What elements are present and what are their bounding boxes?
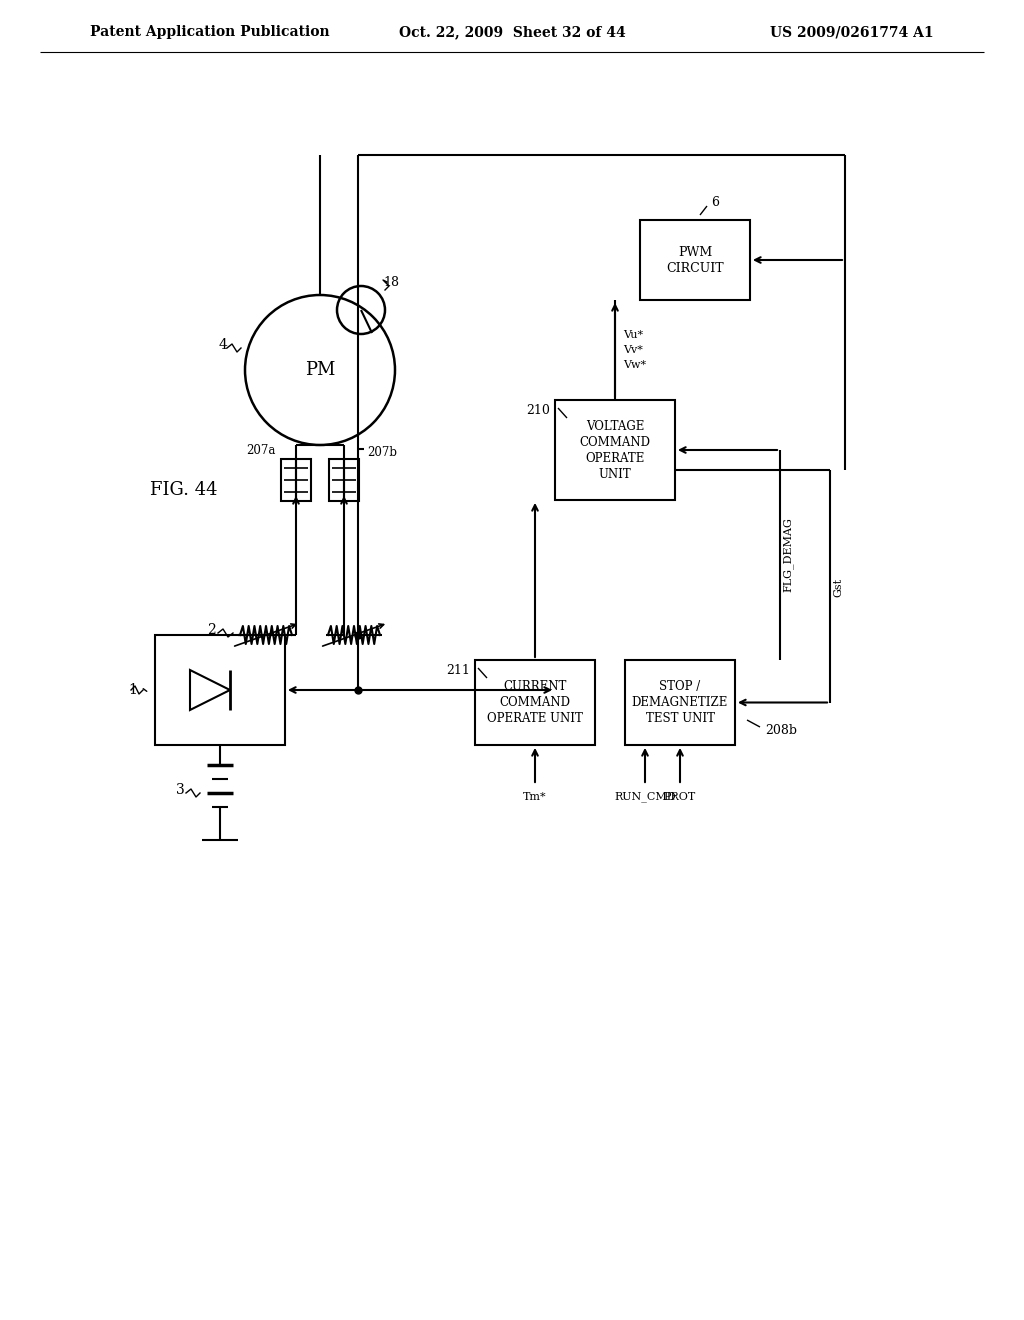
Text: PROT: PROT [664,792,696,803]
Text: RUN_CMD: RUN_CMD [614,792,676,803]
Text: 207b: 207b [367,446,397,458]
Bar [155,635,285,744]
Bar [281,459,311,502]
Bar [329,459,359,502]
Bar [625,660,735,744]
Text: CURRENT
COMMAND
OPERATE UNIT: CURRENT COMMAND OPERATE UNIT [487,680,583,725]
Text: 18: 18 [383,276,399,289]
Text: 208b: 208b [765,723,797,737]
Text: FIG. 44: FIG. 44 [150,480,217,499]
Text: 2: 2 [207,623,215,638]
Text: US 2009/0261774 A1: US 2009/0261774 A1 [770,25,934,40]
Bar [475,660,595,744]
Text: Oct. 22, 2009  Sheet 32 of 44: Oct. 22, 2009 Sheet 32 of 44 [398,25,626,40]
Text: 207a: 207a [247,444,275,457]
Text: FLG_DEMAG: FLG_DEMAG [782,517,794,593]
Text: Vw*: Vw* [623,360,646,370]
Text: VOLTAGE
COMMAND
OPERATE
UNIT: VOLTAGE COMMAND OPERATE UNIT [580,420,650,480]
Text: 3: 3 [176,783,184,797]
Text: 4: 4 [218,338,227,352]
Text: Vv*: Vv* [623,345,643,355]
Text: 1: 1 [129,682,137,697]
Text: 210: 210 [526,404,550,417]
Text: Gst: Gst [833,577,843,597]
Bar [555,400,675,500]
Text: STOP /
DEMAGNETIZE
TEST UNIT: STOP / DEMAGNETIZE TEST UNIT [632,680,728,725]
Text: Patent Application Publication: Patent Application Publication [90,25,330,40]
Text: Tm*: Tm* [523,792,547,803]
Text: Vu*: Vu* [623,330,643,341]
Text: 211: 211 [446,664,470,676]
Text: PM: PM [305,360,335,379]
Bar [640,220,750,300]
Text: PWM
CIRCUIT: PWM CIRCUIT [667,246,724,275]
Text: 6: 6 [711,195,719,209]
